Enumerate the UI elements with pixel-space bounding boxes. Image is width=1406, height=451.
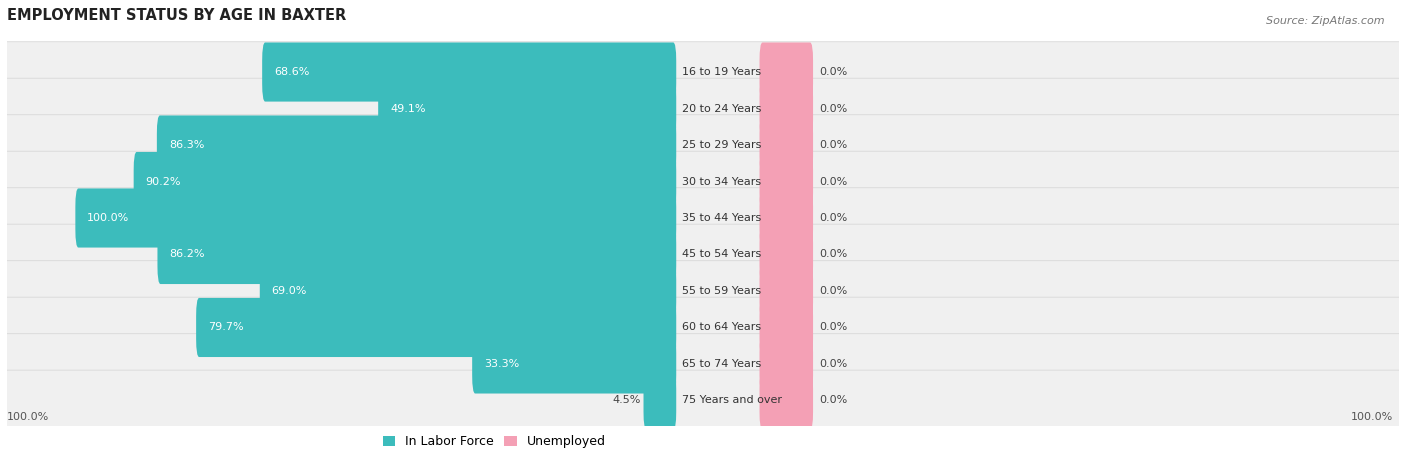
- Text: 16 to 19 Years: 16 to 19 Years: [682, 67, 761, 77]
- FancyBboxPatch shape: [4, 297, 1402, 358]
- Text: 79.7%: 79.7%: [208, 322, 243, 332]
- FancyBboxPatch shape: [378, 79, 676, 138]
- FancyBboxPatch shape: [4, 42, 1402, 102]
- Text: 0.0%: 0.0%: [820, 322, 848, 332]
- FancyBboxPatch shape: [759, 334, 813, 394]
- Text: 25 to 29 Years: 25 to 29 Years: [682, 140, 762, 150]
- Text: 0.0%: 0.0%: [820, 396, 848, 405]
- FancyBboxPatch shape: [759, 189, 813, 248]
- FancyBboxPatch shape: [759, 371, 813, 430]
- Text: 68.6%: 68.6%: [274, 67, 309, 77]
- Text: 0.0%: 0.0%: [820, 286, 848, 296]
- Legend: In Labor Force, Unemployed: In Labor Force, Unemployed: [382, 435, 606, 448]
- FancyBboxPatch shape: [76, 189, 676, 248]
- Text: 0.0%: 0.0%: [820, 140, 848, 150]
- Text: 0.0%: 0.0%: [820, 359, 848, 369]
- FancyBboxPatch shape: [472, 334, 676, 394]
- FancyBboxPatch shape: [4, 370, 1402, 431]
- Text: 65 to 74 Years: 65 to 74 Years: [682, 359, 762, 369]
- FancyBboxPatch shape: [260, 262, 676, 321]
- Text: 20 to 24 Years: 20 to 24 Years: [682, 104, 762, 114]
- FancyBboxPatch shape: [759, 79, 813, 138]
- FancyBboxPatch shape: [157, 225, 676, 284]
- Text: 75 Years and over: 75 Years and over: [682, 396, 782, 405]
- FancyBboxPatch shape: [157, 115, 676, 175]
- Text: 100.0%: 100.0%: [7, 412, 49, 422]
- FancyBboxPatch shape: [4, 188, 1402, 249]
- Text: 86.3%: 86.3%: [169, 140, 204, 150]
- FancyBboxPatch shape: [195, 298, 676, 357]
- Text: 0.0%: 0.0%: [820, 67, 848, 77]
- Text: 33.3%: 33.3%: [484, 359, 519, 369]
- Text: 69.0%: 69.0%: [271, 286, 307, 296]
- Text: 0.0%: 0.0%: [820, 249, 848, 259]
- FancyBboxPatch shape: [759, 42, 813, 101]
- FancyBboxPatch shape: [759, 225, 813, 284]
- FancyBboxPatch shape: [4, 78, 1402, 139]
- Text: 4.5%: 4.5%: [612, 396, 641, 405]
- FancyBboxPatch shape: [759, 152, 813, 211]
- FancyBboxPatch shape: [4, 261, 1402, 321]
- Text: 90.2%: 90.2%: [146, 176, 181, 187]
- FancyBboxPatch shape: [134, 152, 676, 211]
- Text: 49.1%: 49.1%: [389, 104, 426, 114]
- Text: Source: ZipAtlas.com: Source: ZipAtlas.com: [1267, 16, 1385, 26]
- FancyBboxPatch shape: [4, 151, 1402, 212]
- Text: 0.0%: 0.0%: [820, 213, 848, 223]
- Text: 60 to 64 Years: 60 to 64 Years: [682, 322, 761, 332]
- FancyBboxPatch shape: [759, 115, 813, 175]
- Text: 0.0%: 0.0%: [820, 176, 848, 187]
- Text: 100.0%: 100.0%: [87, 213, 129, 223]
- Text: 55 to 59 Years: 55 to 59 Years: [682, 286, 761, 296]
- FancyBboxPatch shape: [759, 262, 813, 321]
- Text: 35 to 44 Years: 35 to 44 Years: [682, 213, 762, 223]
- Text: EMPLOYMENT STATUS BY AGE IN BAXTER: EMPLOYMENT STATUS BY AGE IN BAXTER: [7, 8, 346, 23]
- FancyBboxPatch shape: [262, 42, 676, 101]
- FancyBboxPatch shape: [4, 224, 1402, 285]
- FancyBboxPatch shape: [4, 334, 1402, 394]
- Text: 0.0%: 0.0%: [820, 104, 848, 114]
- Text: 86.2%: 86.2%: [169, 249, 205, 259]
- Text: 45 to 54 Years: 45 to 54 Years: [682, 249, 762, 259]
- FancyBboxPatch shape: [4, 115, 1402, 175]
- Text: 30 to 34 Years: 30 to 34 Years: [682, 176, 761, 187]
- FancyBboxPatch shape: [644, 371, 676, 430]
- Text: 100.0%: 100.0%: [1351, 412, 1393, 422]
- FancyBboxPatch shape: [759, 298, 813, 357]
